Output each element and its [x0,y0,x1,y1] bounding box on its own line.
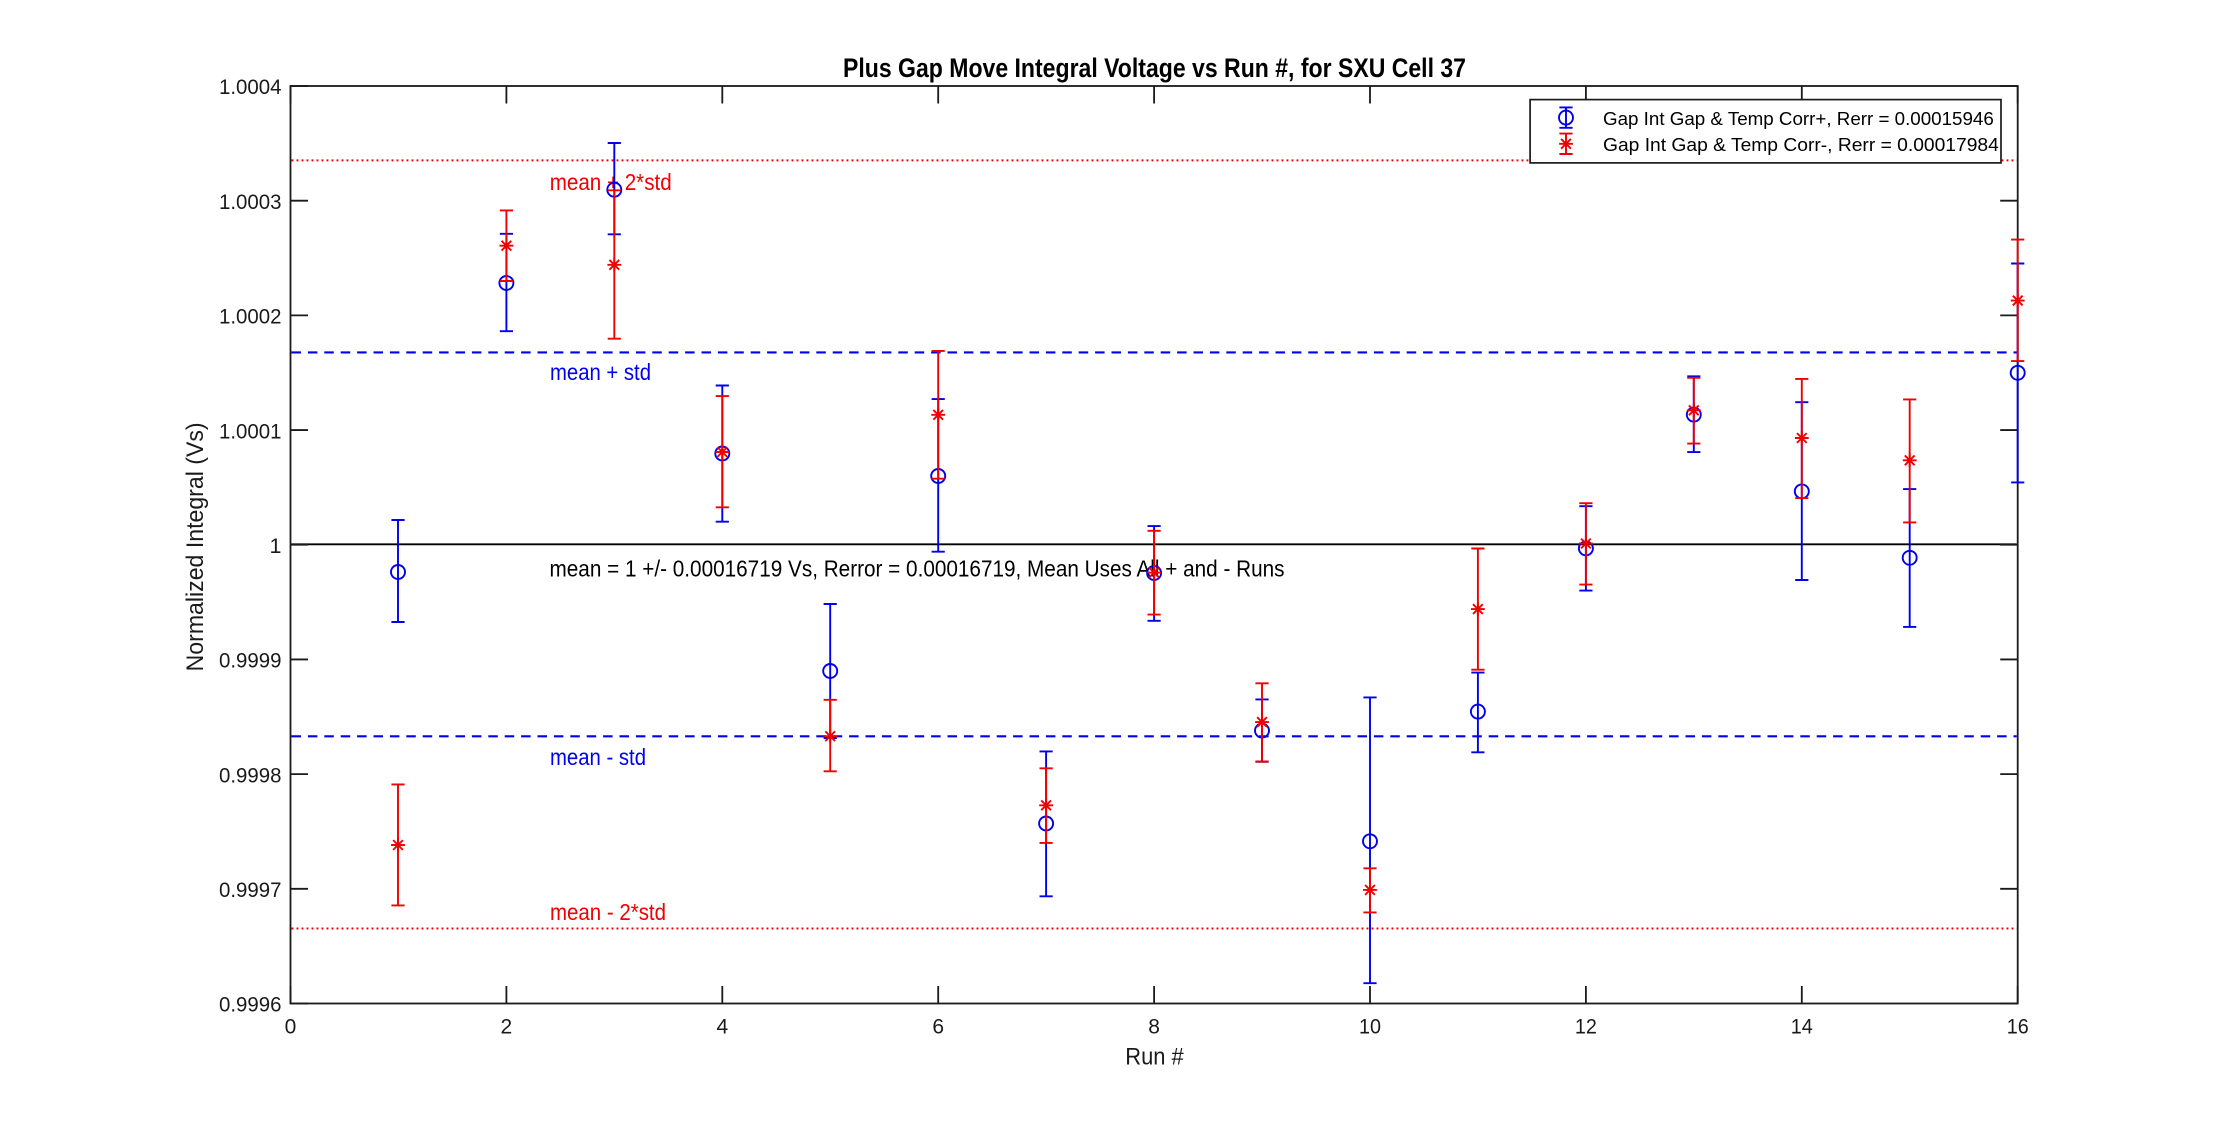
svg-text:mean - 2*std: mean - 2*std [550,899,666,925]
svg-text:1.0001: 1.0001 [219,419,282,443]
svg-text:mean + std: mean + std [550,359,651,385]
svg-text:10: 10 [1359,1016,1381,1039]
svg-text:Gap Int Gap & Temp Corr+, Rerr: Gap Int Gap & Temp Corr+, Rerr = 0.00015… [1603,108,1994,129]
svg-text:4: 4 [716,1016,728,1039]
svg-text:0.9996: 0.9996 [219,993,282,1017]
svg-text:Plus Gap Move Integral Voltage: Plus Gap Move Integral Voltage vs Run #,… [843,53,1466,83]
svg-text:12: 12 [1575,1016,1597,1039]
svg-text:1: 1 [270,534,282,558]
svg-text:6: 6 [932,1016,944,1039]
svg-text:mean = 1 +/- 0.00016719 Vs, Re: mean = 1 +/- 0.00016719 Vs, Rerror = 0.0… [550,556,1285,582]
svg-text:1.0003: 1.0003 [219,190,282,214]
svg-text:0.9997: 0.9997 [219,878,282,902]
svg-text:Gap Int Gap & Temp Corr-, Rer: Gap Int Gap & Temp Corr-, Rerr = 0.00017… [1603,134,1999,155]
svg-text:0: 0 [285,1016,297,1039]
svg-text:Run #: Run # [1125,1044,1184,1071]
svg-text:Normalized Integral (Vs): Normalized Integral (Vs) [182,422,209,671]
svg-text:14: 14 [1791,1016,1813,1039]
svg-text:0.9998: 0.9998 [219,763,282,787]
svg-text:16: 16 [2007,1016,2029,1039]
svg-text:1.0004: 1.0004 [219,75,282,99]
svg-text:2: 2 [501,1016,513,1039]
svg-text:8: 8 [1148,1016,1160,1039]
svg-text:mean - std: mean - std [550,744,646,770]
svg-text:1.0002: 1.0002 [219,305,282,329]
svg-text:0.9999: 0.9999 [219,649,282,673]
